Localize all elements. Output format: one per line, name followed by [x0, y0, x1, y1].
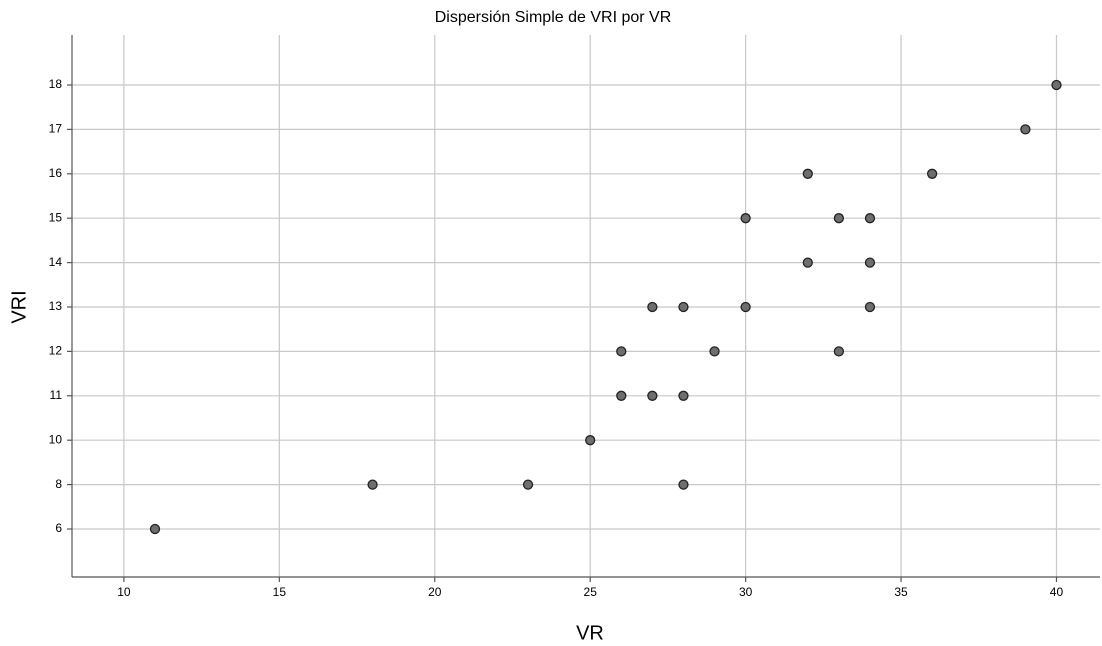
chart-title: Dispersión Simple de VRI por VR	[435, 9, 672, 26]
y-tick-label: 8	[55, 477, 62, 491]
point	[678, 390, 689, 401]
point	[647, 390, 658, 401]
y-tick-label: 11	[50, 388, 63, 402]
point	[833, 346, 845, 357]
point	[616, 390, 627, 401]
point	[367, 479, 378, 490]
x-tick-label: 40	[1050, 585, 1064, 599]
point	[678, 301, 689, 313]
point	[802, 168, 813, 179]
y-tick-label: 18	[49, 77, 63, 91]
point	[926, 168, 938, 179]
plot	[149, 79, 1062, 535]
point	[1020, 124, 1031, 135]
y-tick-label: 14	[49, 255, 63, 269]
y-tick-label: 15	[49, 210, 63, 224]
x-tick-label: 15	[273, 585, 287, 599]
x-tick-label: 25	[584, 585, 598, 599]
y-tick-label: 17	[49, 122, 63, 136]
point	[678, 479, 689, 490]
point	[864, 213, 876, 224]
point	[616, 346, 627, 357]
point	[740, 213, 751, 224]
point	[864, 257, 876, 268]
point	[864, 301, 876, 313]
point	[833, 213, 845, 224]
point	[740, 301, 751, 313]
x-axis-title: VR	[576, 622, 604, 644]
x-tick-label: 30	[739, 585, 753, 599]
grid	[67, 35, 1100, 582]
x-tick-label: 20	[428, 585, 442, 599]
y-tick-label: 6	[55, 521, 62, 535]
y-tick-label: 16	[49, 166, 63, 180]
point	[149, 523, 161, 535]
point	[647, 301, 658, 313]
point	[585, 435, 596, 446]
y-tick-label: 10	[49, 432, 63, 446]
y-tick-label: 12	[49, 344, 63, 358]
y-axis-title: VRI	[8, 290, 30, 323]
point	[1051, 79, 1062, 91]
x-tick-label: 35	[894, 585, 908, 599]
y-tick-label: 13	[49, 299, 63, 313]
point	[802, 257, 813, 268]
x-tick-label: 10	[117, 585, 131, 599]
point	[522, 479, 534, 490]
point	[709, 346, 720, 357]
